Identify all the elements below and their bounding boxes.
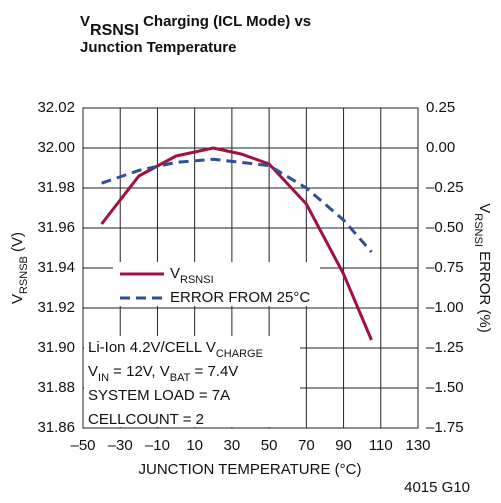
annotation: SYSTEM LOAD = 7A — [88, 387, 230, 404]
annotation-part: BAT — [170, 372, 191, 384]
series-line — [100, 146, 373, 341]
x-tick-label: –50 — [70, 437, 95, 454]
legend-label-part: RSNSI — [180, 274, 214, 286]
y-tick-label: 31.88 — [37, 379, 75, 396]
y-tick-label: 31.94 — [37, 259, 75, 276]
y-axis-label-part: RSNSB — [18, 256, 30, 294]
chart-title-part: V — [80, 13, 90, 30]
legend-label: VRSNSI — [170, 265, 214, 286]
y2-tick-label: –1.25 — [426, 339, 464, 356]
x-tick-label: –30 — [108, 437, 133, 454]
x-tick-label: 130 — [405, 437, 430, 454]
y2-tick-label: –1.50 — [426, 379, 464, 396]
legend-label: ERROR FROM 25°C — [170, 289, 310, 306]
y2-tick-label: 0.00 — [426, 139, 455, 156]
x-tick-label: 50 — [261, 437, 278, 454]
footnote: 4015 G10 — [404, 479, 470, 496]
x-tick-label: 90 — [335, 437, 352, 454]
y2-axis-label-part: RSNSI — [472, 213, 484, 247]
x-tick-label: –10 — [145, 437, 170, 454]
y-axis-label-part: (V) — [9, 232, 26, 256]
y2-tick-label: –1.75 — [426, 419, 464, 436]
y-tick-label: 31.98 — [37, 179, 75, 196]
legend-label-part: ERROR FROM 25°C — [170, 289, 310, 306]
y2-axis-label: VRSNSI ERROR (%) — [472, 203, 493, 332]
annotation-part: IN — [98, 372, 109, 384]
chart-title: Junction Temperature — [80, 39, 236, 56]
annotation-part: CHARGE — [216, 348, 263, 360]
x-tick-label: 110 — [369, 437, 393, 454]
y-tick-label: 31.86 — [37, 419, 75, 436]
y2-tick-label: –0.25 — [426, 179, 464, 196]
y-tick-label: 32.02 — [37, 99, 75, 116]
chart-title-part: RSNSI — [90, 22, 139, 39]
annotation: CELLCOUNT = 2 — [88, 411, 204, 428]
y-tick-label: 31.96 — [37, 219, 75, 236]
y2-axis-label-part: V — [476, 203, 493, 213]
legend-label-part: V — [170, 265, 180, 282]
y2-tick-label: 0.25 — [426, 99, 455, 116]
annotation: Li-Ion 4.2V/CELL VCHARGE — [88, 339, 263, 360]
chart-title-part: Junction Temperature — [80, 39, 236, 56]
y2-tick-label: –0.50 — [426, 219, 464, 236]
y2-axis-label-part: ERROR (%) — [476, 247, 493, 333]
annotation: VIN = 12V, VBAT = 7.4V — [88, 363, 238, 384]
x-axis-label: JUNCTION TEMPERATURE (°C) — [139, 461, 362, 478]
series-line — [101, 157, 373, 253]
annotation-box — [84, 336, 300, 427]
y-tick-label: 31.92 — [37, 299, 75, 316]
y-tick-label: 32.00 — [37, 139, 75, 156]
annotation-part: CELLCOUNT = 2 — [88, 411, 204, 428]
annotation-part: = 12V, V — [109, 363, 170, 380]
legend-box — [113, 262, 320, 306]
annotation-part: Li-Ion 4.2V/CELL V — [88, 339, 216, 356]
x-tick-label: 10 — [186, 437, 203, 454]
chart-title: VRSNSI Charging (ICL Mode) vs — [80, 13, 311, 39]
y2-tick-label: –0.75 — [426, 259, 464, 276]
chart-title-part: Charging (ICL Mode) vs — [139, 13, 311, 30]
annotation-part: = 7.4V — [190, 363, 238, 380]
y-axis-label: VRSNSB (V) — [9, 232, 30, 304]
y-tick-label: 31.90 — [37, 339, 75, 356]
x-tick-label: 30 — [224, 437, 241, 454]
annotation-part: SYSTEM LOAD = 7A — [88, 387, 230, 404]
y-axis-label-part: V — [9, 294, 26, 304]
plot-frame — [82, 107, 419, 429]
y2-tick-label: –1.00 — [426, 299, 464, 316]
x-tick-label: 70 — [298, 437, 315, 454]
annotation-part: V — [88, 363, 98, 380]
